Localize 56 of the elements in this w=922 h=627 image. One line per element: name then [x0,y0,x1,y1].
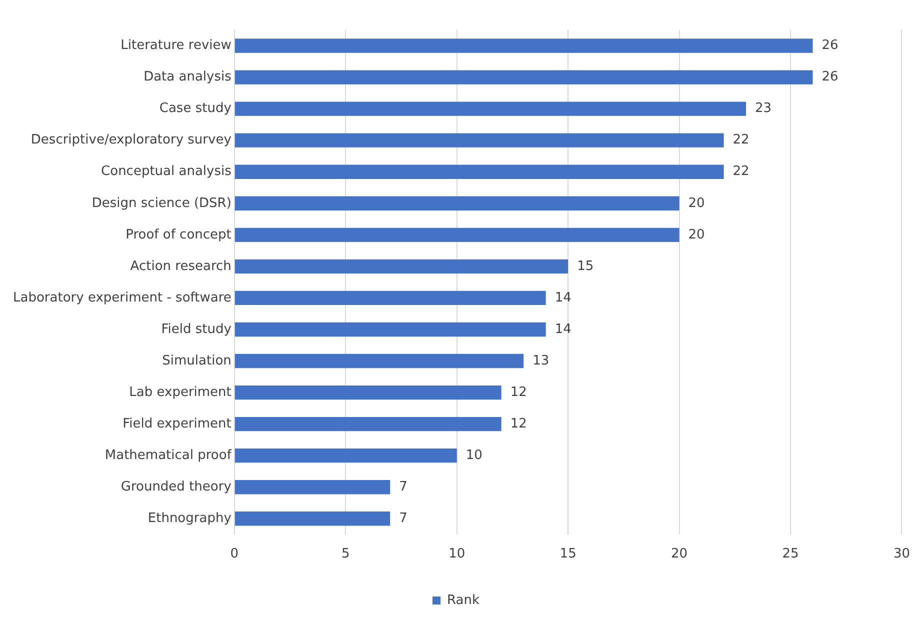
y-tick-label: Grounded theory [120,479,232,494]
bar [234,512,390,526]
bar [234,354,524,368]
bar [234,70,813,84]
data-label: 20 [688,227,705,242]
data-label: 22 [732,132,750,148]
y-tick-label: Mathematical proof [104,448,232,463]
bar [234,164,724,179]
y-tick-label: Action research [130,258,232,274]
data-label: 7 [399,511,408,526]
data-label: 7 [399,479,408,494]
x-tick-label: 20 [671,546,688,562]
x-tick-label: 30 [893,546,910,562]
bar [234,322,546,337]
bar [234,259,568,274]
bar [234,385,502,400]
y-tick-label: Literature review [120,38,232,54]
bar [234,228,680,242]
y-tick-label: Ethnography [148,511,232,526]
y-tick-label: Field study [161,322,232,337]
bar [234,102,746,116]
y-tick-label: Lab experiment [129,384,232,400]
data-label: 22 [732,164,750,180]
y-tick-label: Case study [159,101,232,116]
data-label: 12 [510,416,527,432]
y-tick-label: Conceptual analysis [101,164,232,180]
x-tick-label: 15 [560,546,576,562]
legend-label: Rank [447,592,480,608]
x-tick-label: 0 [230,546,239,562]
bar [234,416,502,432]
data-label: 23 [755,101,772,116]
bar [234,290,546,306]
bar [234,133,724,148]
data-label: 15 [577,258,594,274]
data-label: 13 [532,353,550,368]
x-tick-label: 25 [782,546,799,562]
y-tick-label: Proof of concept [126,227,232,242]
y-tick-label: Data analysis [144,70,232,85]
y-tick-label: Simulation [162,353,232,368]
data-label: 20 [688,196,705,211]
x-tick-label: 10 [448,546,466,562]
x-tick-label: 5 [341,546,350,562]
data-label: 10 [466,448,482,463]
y-tick-label: Laboratory experiment - software [12,290,232,306]
data-label: 26 [822,70,838,85]
data-label: 14 [554,322,572,337]
bar [234,480,390,494]
bar [234,448,457,463]
bar [234,196,680,210]
y-tick-label: Descriptive/exploratory survey [30,132,232,148]
y-tick-label: Field experiment [122,416,232,432]
data-label: 26 [822,38,838,54]
bar [234,38,813,53]
data-label: 14 [554,290,572,306]
y-tick-label: Design science (DSR) [92,196,232,211]
data-label: 12 [510,384,527,400]
